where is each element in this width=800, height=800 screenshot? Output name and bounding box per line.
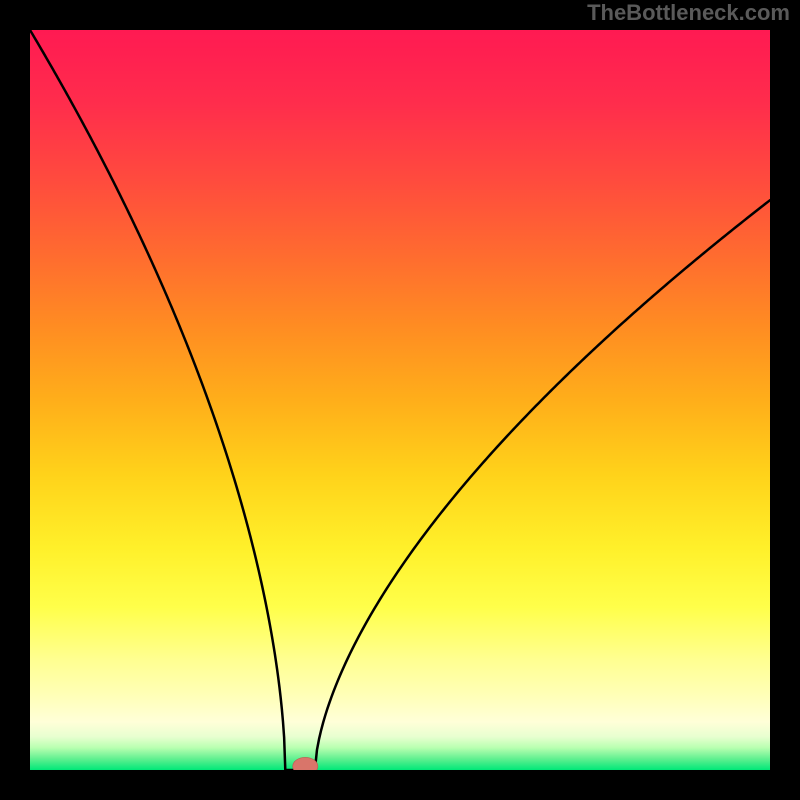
gradient-background [30, 30, 770, 770]
chart-svg [30, 30, 770, 770]
plot-area [30, 30, 770, 770]
watermark-text: TheBottleneck.com [587, 0, 790, 26]
chart-frame: TheBottleneck.com [0, 0, 800, 800]
